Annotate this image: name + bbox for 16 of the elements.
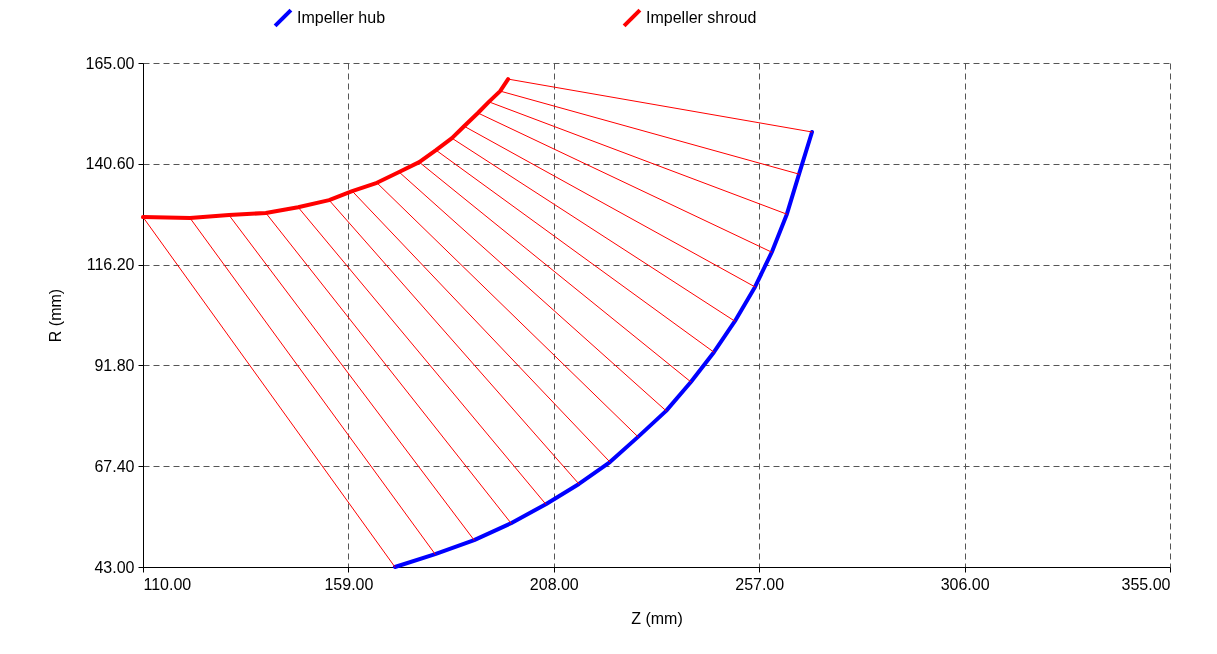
x-tick-label: 159.00 bbox=[324, 575, 374, 593]
x-tick-label: 355.00 bbox=[1121, 575, 1171, 593]
legend-label: Impeller hub bbox=[297, 9, 386, 27]
x-tick-label: 208.00 bbox=[529, 575, 579, 593]
legend-label: Impeller shroud bbox=[646, 9, 757, 27]
x-tick-label: 257.00 bbox=[735, 575, 785, 593]
y-tick-label: 67.40 bbox=[94, 457, 135, 475]
y-tick-label: 43.00 bbox=[94, 558, 135, 576]
y-tick-label: 116.20 bbox=[86, 256, 135, 274]
y-tick-label: 140.60 bbox=[85, 155, 135, 173]
x-tick-label: 110.00 bbox=[143, 575, 192, 593]
x-tick-label: 306.00 bbox=[940, 575, 990, 593]
y-axis-title: R (mm) bbox=[46, 288, 64, 343]
x-axis-title: Z (mm) bbox=[631, 609, 683, 627]
y-tick-label: 165.00 bbox=[85, 54, 135, 72]
y-tick-label: 91.80 bbox=[94, 356, 135, 374]
